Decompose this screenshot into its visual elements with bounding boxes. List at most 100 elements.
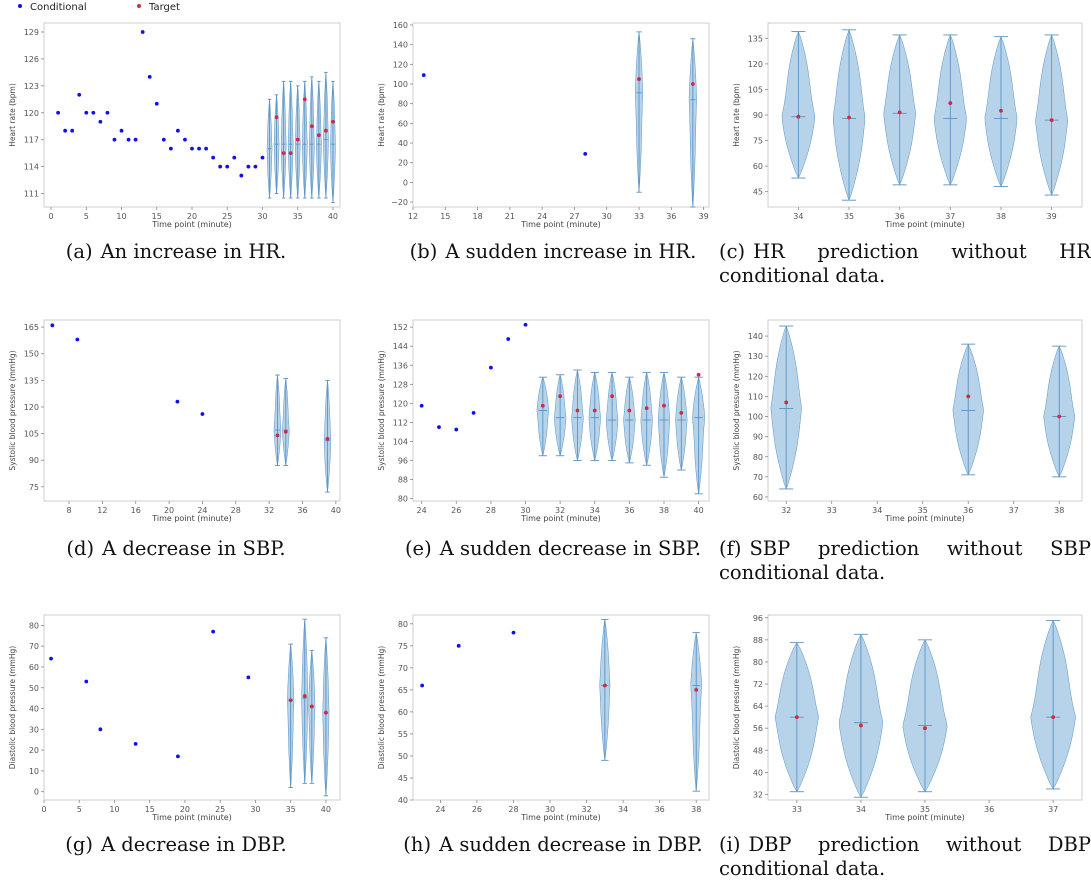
conditional-point <box>175 399 180 404</box>
y-tick-label: 120 <box>24 403 39 412</box>
x-tick-label: 28 <box>231 506 241 515</box>
chart-svg-h: 24 26 28 30 32 34 36 38 40 45 50 55 60 65 70 75 80 Time p… <box>377 614 710 822</box>
caption-text: A sudden increase in HR. <box>445 240 697 263</box>
y-tick-label: 165 <box>24 323 39 332</box>
target-point <box>847 115 851 120</box>
conditional-point <box>232 155 237 160</box>
chart-panel-i: 33 34 35 36 37 32 40 48 56 64 72 80 88 96 Time point (… <box>730 612 1088 822</box>
y-tick-label: 40 <box>398 796 408 805</box>
chart-panel-h: 24 26 28 30 32 34 36 38 40 45 50 55 60 65 70 75 80 Time p… <box>375 612 715 822</box>
conditional-point <box>56 110 60 115</box>
caption-text: A decrease in SBP. <box>102 537 286 560</box>
target-point <box>627 408 632 413</box>
conditional-point <box>197 146 201 151</box>
caption-text: A sudden decrease in SBP. <box>439 537 702 560</box>
x-tick-label: 25 <box>215 805 225 814</box>
y-tick-label: 32 <box>753 790 763 799</box>
x-tick-label: 32 <box>581 805 591 814</box>
caption-label: (d) <box>66 537 95 560</box>
caption-text: A decrease in DBP. <box>100 833 287 856</box>
y-tick-label: 120 <box>393 60 408 69</box>
caption-h: (h) A sudden decrease in DBP. <box>383 833 723 857</box>
y-tick-label: 90 <box>753 111 763 120</box>
plot-frame <box>767 319 1083 502</box>
y-tick-label: 40 <box>753 768 763 777</box>
target-point <box>309 704 314 709</box>
conditional-point <box>98 727 103 732</box>
y-tick-label: 80 <box>753 453 763 462</box>
x-tick-label: 38 <box>659 506 669 515</box>
caption-label: (g) <box>65 833 93 856</box>
target-point <box>662 403 666 408</box>
y-axis-label: Diastolic blood pressure (mmHg) <box>8 646 17 769</box>
target-point <box>575 408 580 413</box>
x-tick-label: 21 <box>505 212 515 221</box>
x-tick-label: 24 <box>537 212 547 221</box>
conditional-point <box>218 164 223 169</box>
y-tick-label: 126 <box>24 55 39 64</box>
x-tick-label: 20 <box>187 212 197 221</box>
y-tick-label: 48 <box>753 746 763 755</box>
y-tick-label: 96 <box>753 614 763 623</box>
y-tick-label: 120 <box>24 109 39 118</box>
target-point <box>690 82 695 86</box>
conditional-point <box>246 164 251 169</box>
x-tick-label: 38 <box>1054 506 1064 515</box>
x-tick-label: 35 <box>918 506 928 515</box>
target-point <box>302 694 307 698</box>
x-tick-label: 10 <box>109 805 119 814</box>
x-tick-label: 40 <box>328 212 338 221</box>
target-point <box>324 128 328 133</box>
target-point <box>281 151 286 156</box>
y-tick-label: 105 <box>24 430 39 439</box>
caption-b: (b) A sudden increase in HR. <box>383 240 723 264</box>
caption-f: (f) SBP prediction without SBP conditiona… <box>719 537 1091 585</box>
legend-label-target: Target <box>149 2 180 13</box>
y-axis-label: Heart rate (bpm) <box>8 83 17 147</box>
conditional-point <box>456 643 461 648</box>
y-tick-label: 123 <box>24 82 39 91</box>
plot-frame <box>43 614 341 801</box>
x-tick-label: 38 <box>691 805 701 814</box>
x-tick-label: 18 <box>472 212 482 221</box>
y-tick-label: 135 <box>24 376 39 385</box>
x-tick-label: 12 <box>97 506 107 515</box>
chart-svg-f: 32 33 34 35 36 37 38 60 70 80 90 100 110 120 130 140 Tim… <box>732 319 1083 523</box>
conditional-point <box>523 322 528 327</box>
conditional-point <box>154 101 159 106</box>
chart-panel-d: 8 12 16 20 24 28 32 36 40 75 90 105 120 135 150 165 Time… <box>6 317 346 523</box>
y-axis-label: Systolic blood pressure (mmHg) <box>732 350 741 470</box>
y-tick-label: −20 <box>391 198 408 207</box>
chart-svg-g: 0 5 10 15 20 25 30 35 40 0 10 20 30 40 50 60 70 80 Time po… <box>8 614 341 822</box>
caption-text: DBP prediction without DBP conditional d… <box>719 833 1091 880</box>
x-tick-label: 35 <box>920 805 930 814</box>
caption-label: (h) <box>403 833 432 856</box>
y-tick-label: 135 <box>748 34 763 43</box>
x-tick-label: 24 <box>435 805 445 814</box>
target-point <box>1057 414 1062 419</box>
x-tick-label: 32 <box>781 506 791 515</box>
x-tick-label: 34 <box>793 212 803 221</box>
x-tick-label: 26 <box>472 805 482 814</box>
target-point <box>324 710 328 715</box>
y-tick-label: 30 <box>29 725 39 734</box>
y-tick-label: 105 <box>748 85 763 94</box>
y-tick-label: 72 <box>753 680 763 689</box>
y-tick-label: 55 <box>398 730 408 739</box>
x-tick-label: 34 <box>872 506 882 515</box>
y-tick-label: 88 <box>398 476 408 485</box>
x-axis-label: Time point (minute) <box>151 813 232 822</box>
y-tick-label: 0 <box>403 178 408 187</box>
legend-item-conditional: Conditional <box>18 2 87 13</box>
x-tick-label: 30 <box>545 805 555 814</box>
y-tick-label: 136 <box>393 361 408 370</box>
chart-panel-f: 32 33 34 35 36 37 38 60 70 80 90 100 110 120 130 140 Tim… <box>730 317 1088 523</box>
target-point <box>592 408 597 413</box>
x-tick-label: 36 <box>666 212 676 221</box>
y-tick-label: 104 <box>393 437 408 446</box>
y-tick-label: 80 <box>753 658 763 667</box>
y-tick-label: 80 <box>398 100 408 109</box>
x-tick-label: 27 <box>569 212 579 221</box>
conditional-point <box>119 128 124 133</box>
x-tick-label: 15 <box>145 805 155 814</box>
